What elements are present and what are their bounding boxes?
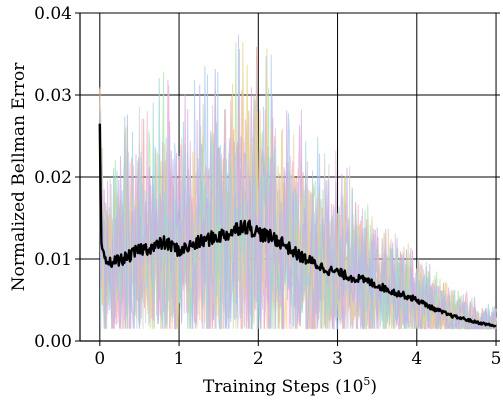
x-tick-label-0: 0 — [94, 349, 105, 369]
x-tick-label-1: 1 — [174, 349, 185, 369]
y-tick-label-2: 0.02 — [34, 168, 72, 188]
y-tick-label-1: 0.01 — [34, 250, 72, 270]
run-line-10 — [99, 34, 497, 330]
x-tick-label-4: 4 — [411, 349, 422, 369]
mean-series — [98, 123, 497, 328]
x-tick-label-5: 5 — [491, 349, 502, 369]
y-axis-label: Normalized Bellman Error — [9, 62, 29, 292]
tick-labels: 0 1 2 3 4 5 0.00 0.01 0.02 0.03 0.04 — [34, 4, 501, 369]
mean-line — [98, 123, 497, 328]
y-tick-label-4: 0.04 — [34, 4, 72, 24]
x-tick-label-2: 2 — [253, 349, 264, 369]
y-tick-label-0: 0.00 — [34, 332, 72, 352]
x-axis-label: Training Steps (105) — [203, 375, 377, 397]
y-tick-label-3: 0.03 — [34, 86, 72, 106]
x-tick-label-3: 3 — [332, 349, 343, 369]
individual-runs — [99, 34, 497, 331]
